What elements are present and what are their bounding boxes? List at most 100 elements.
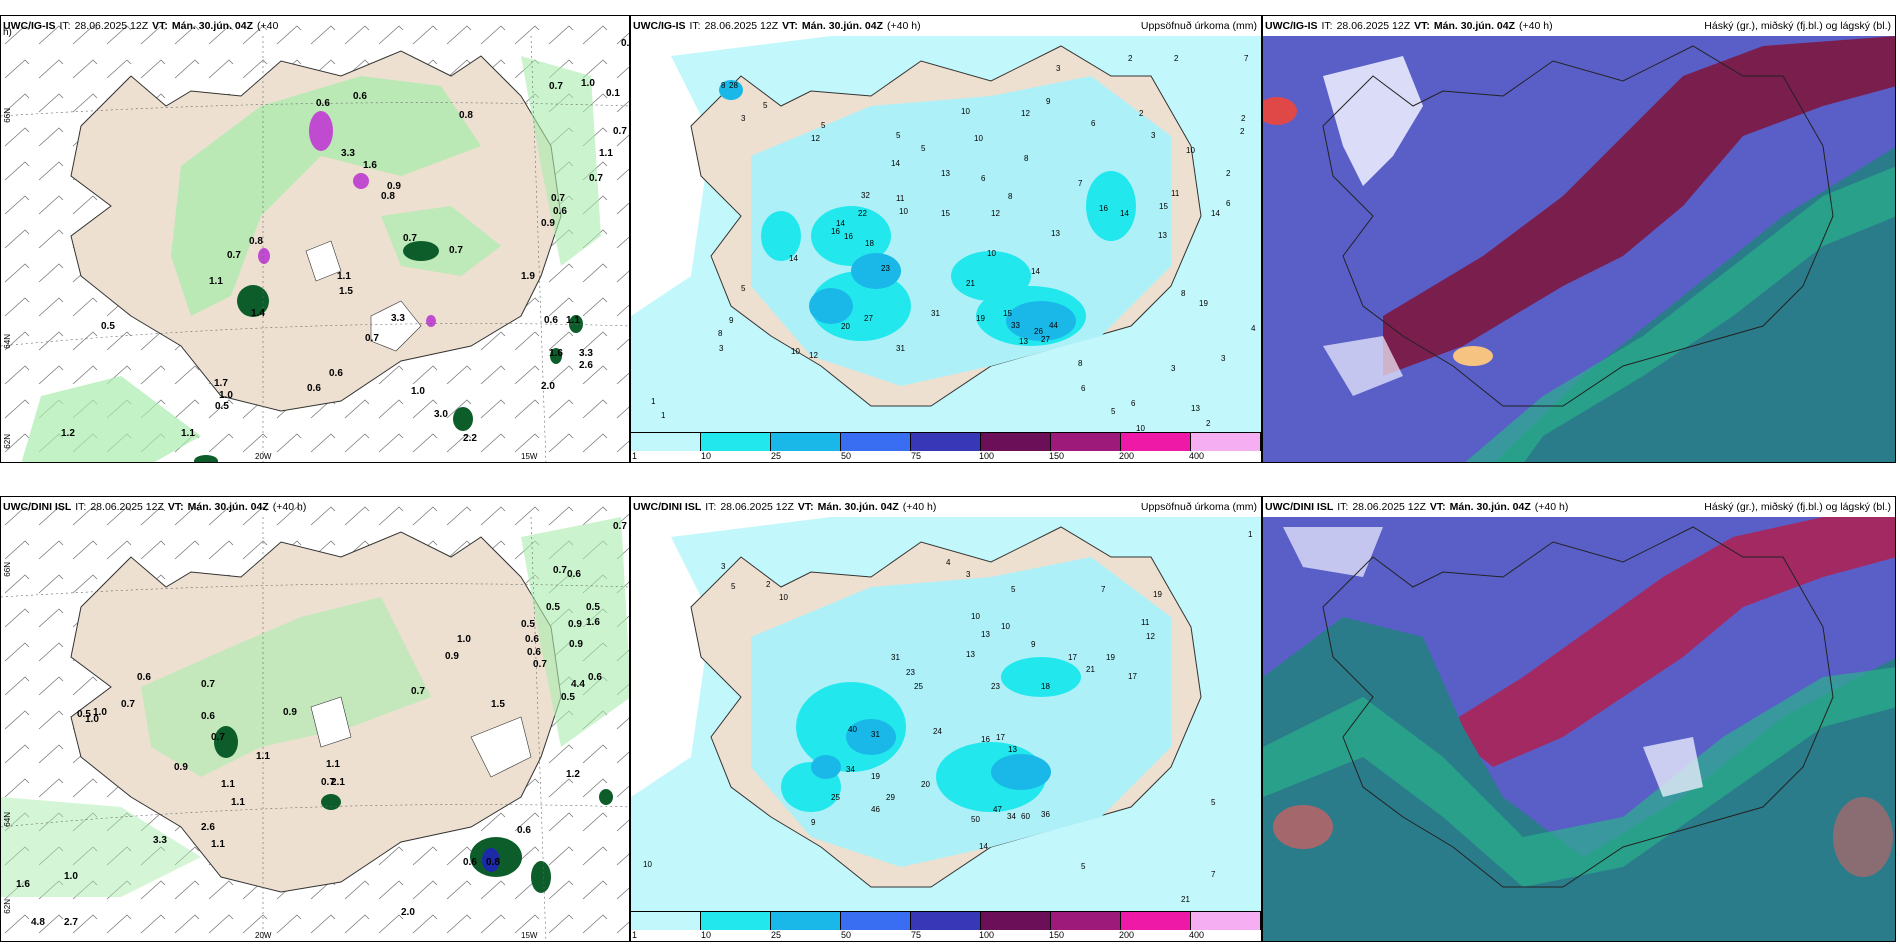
svg-text:3: 3 xyxy=(719,344,724,353)
lead-time: (+40 h) xyxy=(887,20,921,32)
model-name: UWC/IG-IS xyxy=(3,20,56,32)
svg-text:7: 7 xyxy=(1078,179,1083,188)
svg-text:0.9: 0.9 xyxy=(541,218,555,229)
clear-sky-area-2 xyxy=(1323,336,1403,396)
svg-text:5: 5 xyxy=(741,284,746,293)
svg-text:7: 7 xyxy=(1211,870,1216,879)
legend-tick: 75 xyxy=(911,930,922,940)
dark-green-cells xyxy=(194,241,583,462)
svg-text:0.6: 0.6 xyxy=(527,647,541,658)
vt-label: VT: xyxy=(167,501,184,513)
precip-legend: 1 10 25 50 75 100 150 200 400 xyxy=(631,432,1261,462)
svg-text:3.3: 3.3 xyxy=(341,148,355,159)
svg-text:24: 24 xyxy=(933,727,942,736)
panel-right-title: Háský (gr.), miðský (fj.bl.) og lágský (… xyxy=(1704,501,1891,513)
svg-text:3: 3 xyxy=(1151,131,1156,140)
svg-text:3.3: 3.3 xyxy=(579,348,593,359)
green-precip-area-1 xyxy=(171,76,481,316)
svg-text:0.6: 0.6 xyxy=(544,315,558,326)
grid-lines xyxy=(1,35,629,462)
wind-map: 0.6 0.7 1.0 0.1 0.7 1.1 0.7 0.8 0.6 0.6 … xyxy=(1,16,629,462)
svg-text:1.0: 1.0 xyxy=(457,634,471,645)
model-name: UWC/DINI ISL xyxy=(3,501,72,513)
svg-text:22: 22 xyxy=(858,209,867,218)
magenta-cells xyxy=(258,111,436,327)
svg-text:9: 9 xyxy=(1046,97,1051,106)
lat-label-62n: 62N xyxy=(3,434,12,449)
svg-text:4.4: 4.4 xyxy=(571,679,585,690)
legend-swatch-6 xyxy=(981,912,1051,930)
lat-label-66n: 66N xyxy=(3,562,12,577)
svg-text:5: 5 xyxy=(763,101,768,110)
svg-text:0.7: 0.7 xyxy=(321,777,335,788)
legend-tick: 50 xyxy=(841,930,852,940)
svg-text:15: 15 xyxy=(941,209,950,218)
svg-text:13: 13 xyxy=(1051,229,1060,238)
vt-value: Mán. 30.jún. 04Z xyxy=(171,20,254,32)
svg-text:20: 20 xyxy=(841,322,850,331)
svg-text:1.6: 1.6 xyxy=(549,348,563,359)
legend-tick: 1 xyxy=(632,930,638,940)
svg-text:0.7: 0.7 xyxy=(121,699,135,710)
svg-text:17: 17 xyxy=(996,733,1005,742)
svg-text:1.0: 1.0 xyxy=(64,871,78,882)
it-label: IT: xyxy=(59,20,71,32)
svg-text:8: 8 xyxy=(1078,359,1083,368)
svg-text:21: 21 xyxy=(1086,665,1095,674)
svg-text:13: 13 xyxy=(1008,745,1017,754)
svg-text:0.7: 0.7 xyxy=(613,521,627,532)
svg-text:0.5: 0.5 xyxy=(586,602,600,613)
it-label: IT: xyxy=(705,501,717,513)
svg-text:0.7: 0.7 xyxy=(449,245,463,256)
svg-text:17: 17 xyxy=(1068,653,1077,662)
svg-text:8: 8 xyxy=(721,81,726,90)
svg-text:3.3: 3.3 xyxy=(391,313,405,324)
vt-label: VT: xyxy=(152,20,168,32)
legend-swatch-3 xyxy=(771,912,841,930)
panel-right-title: Uppsöfnuð úrkoma (mm) xyxy=(1140,20,1257,32)
svg-text:0.9: 0.9 xyxy=(387,181,401,192)
svg-text:23: 23 xyxy=(906,668,915,677)
svg-text:46: 46 xyxy=(871,805,880,814)
svg-text:8: 8 xyxy=(718,329,723,338)
svg-text:6: 6 xyxy=(1091,119,1096,128)
vt-value: Mán. 30.jún. 04Z xyxy=(801,20,884,32)
lead-time: (+40 xyxy=(257,20,279,32)
svg-text:0.7: 0.7 xyxy=(553,565,567,576)
precip-value-labels: 3 2 2 7 8 28 5 3 5 12 2 2 5 10 12 9 6 2 … xyxy=(651,54,1256,433)
vt-value: Mán. 30.jún. 04Z xyxy=(1433,20,1516,32)
svg-text:0.7: 0.7 xyxy=(533,659,547,670)
green-precip-area-4 xyxy=(521,56,601,266)
vt-label: VT: xyxy=(1414,20,1430,32)
vt-value: Mán. 30.jún. 04Z xyxy=(187,501,269,513)
svg-text:1.1: 1.1 xyxy=(181,428,195,439)
model-name: UWC/IG-IS xyxy=(633,20,686,32)
svg-text:25: 25 xyxy=(914,682,923,691)
svg-text:0.6: 0.6 xyxy=(525,634,539,645)
svg-text:1.1: 1.1 xyxy=(256,751,270,762)
svg-text:3: 3 xyxy=(1056,64,1061,73)
legend-swatch-9 xyxy=(1191,433,1261,451)
svg-text:33: 33 xyxy=(1011,321,1020,330)
svg-text:10: 10 xyxy=(1186,146,1195,155)
vt-value: Mán. 30.jún. 04Z xyxy=(817,501,899,513)
svg-text:1.1: 1.1 xyxy=(221,779,235,790)
svg-text:1.1: 1.1 xyxy=(211,839,225,850)
green-precip-area-1 xyxy=(141,597,431,777)
svg-text:10: 10 xyxy=(1136,424,1145,433)
svg-text:0.6: 0.6 xyxy=(137,672,151,683)
svg-text:15: 15 xyxy=(1159,202,1168,211)
legend-swatch-8 xyxy=(1121,912,1191,930)
svg-text:0.7: 0.7 xyxy=(549,81,563,92)
svg-text:23: 23 xyxy=(881,264,890,273)
panel-bottom-mid-precip: UWC/DINI ISL IT: 28.06.2025 12Z VT: Mán.… xyxy=(630,496,1262,942)
svg-text:3: 3 xyxy=(741,114,746,123)
it-label: IT: xyxy=(75,501,87,513)
vt-label: VT: xyxy=(797,501,814,513)
svg-text:0.6: 0.6 xyxy=(567,569,581,580)
precip-map: 3 2 2 7 8 28 5 3 5 12 2 2 5 10 12 9 6 2 … xyxy=(631,36,1261,436)
legend-tick: 200 xyxy=(1119,930,1135,940)
svg-text:0.6: 0.6 xyxy=(553,206,567,217)
legend-swatch-2 xyxy=(701,912,771,930)
svg-text:0.8: 0.8 xyxy=(381,191,395,202)
